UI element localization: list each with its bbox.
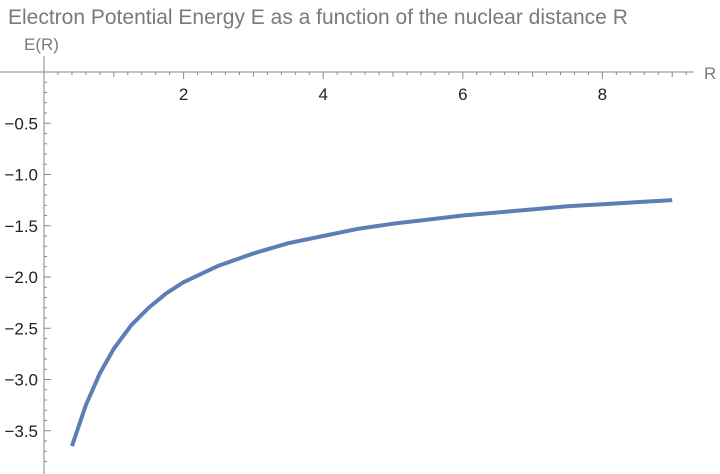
tick-labels: 2 4 6 8 −0.5 −1.0 −1.5 −2.0 −2.5 −3.0 −3.5 (4, 85, 607, 441)
x-tick-label: 2 (179, 85, 188, 104)
y-axis-label: E(R) (24, 35, 59, 54)
y-tick-label: −0.5 (4, 114, 38, 133)
x-tick-label: 6 (458, 85, 467, 104)
x-tick-label: 8 (598, 85, 607, 104)
y-tick-label: −3.5 (4, 422, 38, 441)
y-tick-label: −2.5 (4, 319, 38, 338)
x-axis-label: R (704, 64, 716, 83)
y-tick-label: −1.0 (4, 166, 38, 185)
x-tick-label: 4 (318, 85, 327, 104)
chart-title: Electron Potential Energy E as a functio… (8, 6, 628, 29)
ticks (44, 72, 687, 462)
series-line (70, 198, 673, 447)
y-tick-label: −1.5 (4, 217, 38, 236)
y-tick-label: −2.0 (4, 268, 38, 287)
y-tick-label: −3.0 (4, 371, 38, 390)
plot-lines (70, 198, 673, 447)
axes (0, 56, 694, 474)
